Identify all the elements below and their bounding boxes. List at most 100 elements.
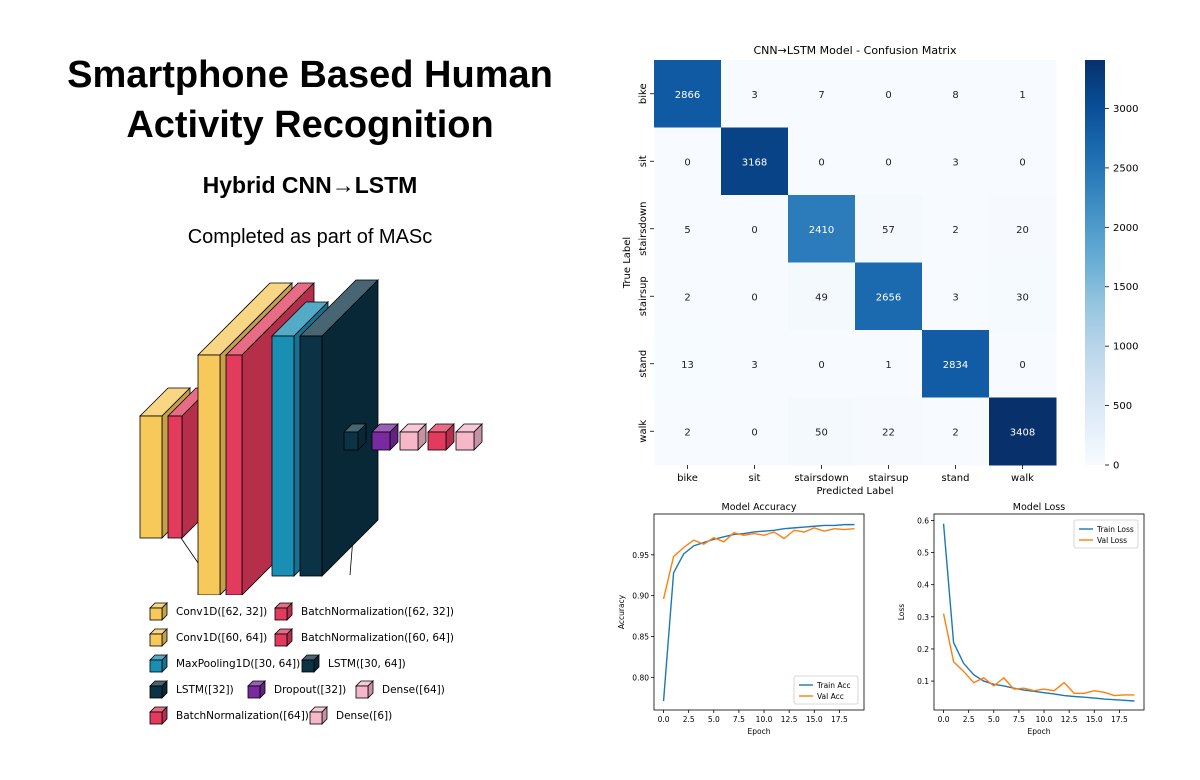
- heatmap-cell: [654, 127, 722, 196]
- legend-item: BatchNormalization([64]): [148, 706, 309, 726]
- legend-cube-shape: [274, 602, 293, 621]
- legend-cube-shape: [247, 680, 266, 699]
- dense-layer-block: [455, 423, 483, 451]
- y-tick-label: 0.80: [632, 673, 649, 682]
- chart-title: CNN→LSTM Model - Confusion Matrix: [753, 44, 956, 57]
- heatmap-cell: [989, 330, 1057, 398]
- colorbar-tick-label: 1000: [1113, 342, 1138, 353]
- heatmap-cell: [721, 397, 789, 466]
- y-tick-label: 0.2: [917, 645, 929, 654]
- cell-value: 3: [751, 90, 757, 101]
- heatmap-cell: [855, 127, 923, 196]
- cell-value: 0: [1019, 157, 1025, 168]
- x-tick-label: 0.0: [938, 715, 950, 724]
- cell-value: 1: [1019, 90, 1025, 101]
- colorbar-tick-label: 2000: [1113, 223, 1138, 234]
- legend-cube-icon: [149, 680, 168, 699]
- cell-value: 0: [818, 360, 824, 371]
- legend-cube-shape: [301, 654, 320, 673]
- x-tick-label: 12.5: [1061, 715, 1078, 724]
- cell-value: 0: [751, 427, 757, 438]
- legend-box: [793, 675, 859, 705]
- y-tick-label: 0.95: [632, 551, 649, 560]
- x-tick-label: sit: [749, 473, 761, 484]
- legend-cube-icon: [149, 602, 168, 621]
- cell-value: 0: [885, 90, 891, 101]
- heatmap-cell: [989, 195, 1057, 263]
- legend-item: BatchNormalization([62, 32]): [273, 602, 454, 622]
- heatmap-cell: [721, 330, 789, 398]
- legend-cube-shape: [149, 628, 168, 647]
- cell-value: 0: [684, 157, 690, 168]
- colorbar-tick-label: 1500: [1113, 282, 1138, 293]
- heatmap-cell: [855, 262, 923, 331]
- cell-value: 7: [818, 90, 824, 101]
- heatmap-cell: [721, 195, 789, 263]
- legend-item: Conv1D([62, 32]): [148, 602, 267, 622]
- x-axis-label: Epoch: [1028, 727, 1051, 736]
- heatmap-cell: [989, 60, 1057, 128]
- legend-cube-icon: [355, 680, 374, 699]
- heatmap-cell: [922, 262, 990, 331]
- y-axis-label: Loss: [897, 604, 906, 621]
- heatmap-cell: [989, 127, 1057, 196]
- cell-value: 5: [684, 225, 690, 236]
- cell-value: 13: [681, 360, 694, 371]
- cell-value: 8: [952, 90, 958, 101]
- legend-label: LSTM([32]): [176, 684, 234, 696]
- legend-cube-shape: [309, 706, 328, 725]
- y-tick-label: 0.4: [917, 581, 929, 590]
- page-subtitle: Hybrid CNN→LSTM: [202, 172, 418, 198]
- y-tick-label: stand: [638, 350, 649, 378]
- y-tick-label: 0.6: [917, 516, 929, 525]
- cell-value: 0: [1019, 360, 1025, 371]
- plot-frame: [933, 513, 1145, 711]
- cell-value: 2: [684, 427, 690, 438]
- cell-value: 22: [882, 427, 895, 438]
- x-tick-label: bike: [677, 473, 698, 484]
- dropout-layer-block: [371, 423, 399, 451]
- x-tick-label: 7.5: [1013, 715, 1025, 724]
- lstm-layer-block: [343, 423, 367, 451]
- heatmap-cell: [654, 195, 722, 263]
- legend-label: Train Acc: [816, 681, 851, 690]
- y-tick-label: 0.5: [917, 549, 929, 558]
- legend-label: Conv1D([60, 64]): [176, 632, 268, 644]
- heatmap-cell: [788, 262, 856, 331]
- legend-item: LSTM([32]): [148, 680, 234, 700]
- colorbar-tick-label: 0: [1113, 461, 1119, 472]
- legend-item: BatchNormalization([60, 64]): [273, 628, 454, 648]
- heatmap-cell: [788, 60, 856, 128]
- accuracy-chart: Model Accuracy 0.0 2.5 5.0 7.5 10.0 12.5 15.0 17…: [617, 502, 865, 736]
- legend-cube-shape: [274, 628, 293, 647]
- legend-cube-shape: [149, 680, 168, 699]
- x-tick-label: stairsup: [868, 473, 908, 484]
- heatmap-cell: [989, 397, 1057, 466]
- series-line: [662, 527, 855, 600]
- y-axis-label: True Label: [622, 237, 633, 289]
- heatmap-cell: [788, 330, 856, 398]
- heatmap-cell: [922, 397, 990, 466]
- legend-cube-shape: [355, 680, 374, 699]
- cell-value: 57: [882, 225, 895, 236]
- confusion-matrix-chart: CNN→LSTM Model - Confusion Matrix 2866 3 7 0…: [622, 44, 1138, 497]
- colorbar-tick-label: 3000: [1113, 104, 1138, 115]
- heatmap-cell: [654, 330, 722, 398]
- x-axis-label: Epoch: [748, 727, 771, 736]
- heatmap-cell: [855, 397, 923, 466]
- legend-label: Val Loss: [1097, 536, 1127, 545]
- legend-label: Train Loss: [1096, 525, 1134, 534]
- cell-value: 49: [815, 292, 828, 303]
- architecture-legend: Conv1D([62, 32]) BatchNormalization([62,…: [148, 602, 468, 737]
- x-tick-label: 17.5: [831, 715, 848, 724]
- x-tick-label: 5.0: [988, 715, 1000, 724]
- x-tick-label: stairsdown: [794, 473, 848, 484]
- y-tick-label: stairsdown: [638, 202, 649, 256]
- x-tick-label: stand: [942, 473, 970, 484]
- x-tick-label: 0.0: [658, 715, 670, 724]
- cell-value: 30: [1016, 292, 1029, 303]
- page-title: Smartphone Based Human Activity Recognit…: [67, 54, 553, 146]
- cell-value: 0: [751, 292, 757, 303]
- heatmap-cell: [989, 262, 1057, 331]
- legend-cube-shape: [149, 706, 168, 725]
